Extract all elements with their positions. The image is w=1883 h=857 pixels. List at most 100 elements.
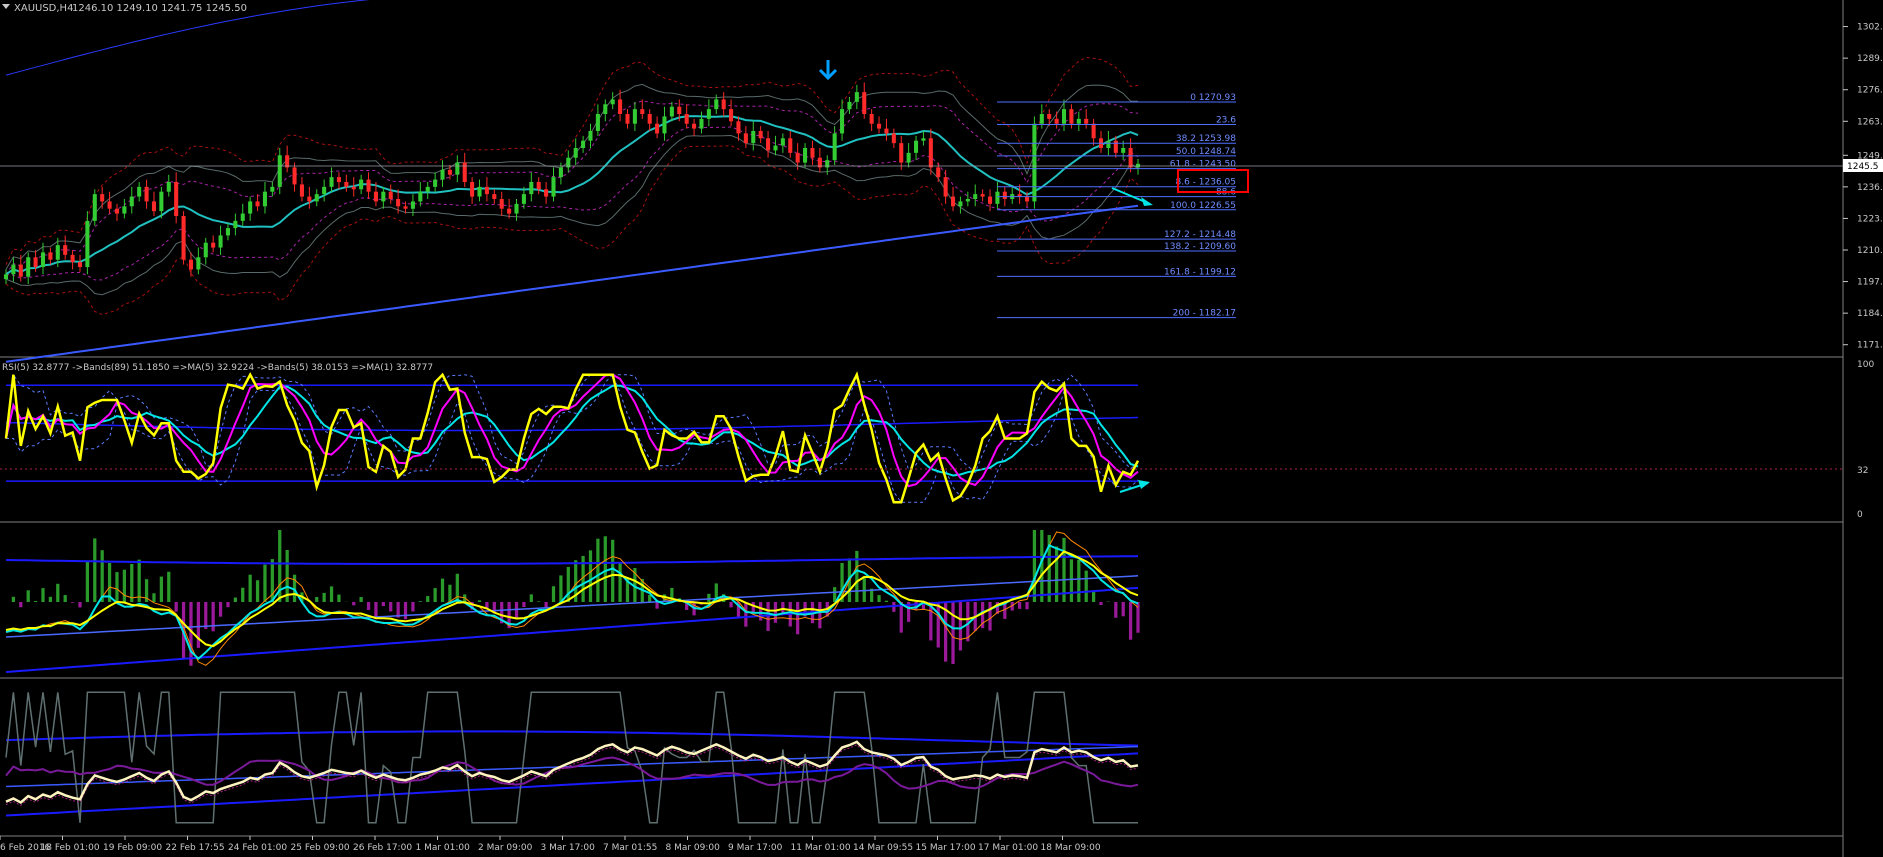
candles [3, 82, 1141, 284]
candle-body [773, 145, 778, 151]
candle-body [588, 131, 593, 141]
candle-body [995, 191, 1000, 204]
candle-body [640, 109, 645, 114]
candle-body [817, 157, 822, 168]
band-lower-outer [5, 145, 1139, 316]
candle-body [625, 114, 630, 124]
candle-body [3, 274, 9, 280]
candle-body [359, 179, 364, 190]
fib-level-label: 0 1270.93 [1190, 93, 1236, 103]
candle-body [292, 167, 297, 185]
rsi-panel: RSI(5) 32.8777 ->Bands(89) 51.1850 =>MA(… [0, 360, 1874, 520]
candle-body [1106, 140, 1111, 148]
candle-body [758, 131, 763, 139]
fib-level-label: 8.6 - 1236.05 [1176, 178, 1237, 188]
candle-body [277, 155, 282, 187]
candle-body [477, 186, 482, 197]
candle-body [70, 254, 75, 263]
candle-body [159, 191, 164, 212]
oscillator-band-upper [5, 730, 1139, 747]
candle-body [307, 196, 312, 202]
candle-body [1054, 118, 1059, 124]
candle-body [425, 186, 430, 192]
candle-body [558, 167, 563, 178]
candle-body [314, 194, 319, 202]
candle-body [322, 186, 327, 195]
candle-body [100, 194, 105, 202]
trend-arrow-icon [1111, 187, 1153, 206]
candle-body [129, 196, 134, 207]
candle-body [418, 191, 423, 202]
candle-body [714, 99, 719, 110]
candle-body [144, 186, 149, 202]
candle-body [107, 201, 112, 209]
rsi-band-top [5, 373, 1139, 474]
time-tick-label: 18 Mar 09:00 [1041, 843, 1101, 853]
candle-body [188, 259, 194, 270]
candle-body [181, 216, 186, 260]
band-upper-inner [5, 100, 1139, 275]
candle-body [203, 242, 208, 258]
candle-body [840, 109, 845, 134]
candle-body [122, 206, 127, 214]
price-tick-label: 1289. [1857, 54, 1883, 64]
fib-level-label: 161.8 - 1199.12 [1164, 267, 1236, 277]
candle-body [632, 109, 637, 124]
price-tick-label: 1223. [1857, 214, 1883, 224]
candle-body [388, 191, 393, 199]
rsi-ma [5, 373, 1139, 488]
candle-body [166, 182, 171, 192]
candle-body [285, 155, 290, 168]
rsi-tick-0: 0 [1857, 510, 1863, 520]
candle-body [603, 104, 608, 114]
candle-body [810, 148, 815, 158]
candle-body [403, 206, 408, 209]
candle-body [936, 167, 941, 178]
candle-body [662, 116, 667, 134]
candle-body [692, 123, 697, 129]
candle-body [950, 196, 956, 207]
histogram-trend [5, 575, 1139, 638]
candle-body [196, 257, 201, 270]
rsi-bands-mid [5, 384, 1139, 477]
time-tick-label: 26 Feb 17:00 [353, 843, 412, 853]
current-price-box [1843, 159, 1883, 172]
time-tick-label: 15 Mar 17:00 [916, 843, 976, 853]
price-tick-label: 1197. [1857, 278, 1883, 288]
candle-body [581, 140, 586, 148]
candle-body [1069, 109, 1074, 124]
down-arrow-icon [818, 60, 838, 81]
candle-body [869, 114, 874, 124]
candle-body [499, 199, 504, 209]
candle-body [492, 194, 497, 199]
candle-body [862, 92, 867, 114]
bollinger-bands [5, 0, 1139, 363]
candle-body [551, 177, 556, 197]
candle-body [1076, 118, 1081, 124]
candle-body [270, 186, 275, 192]
candle-body [11, 264, 16, 275]
candle-body [77, 262, 83, 267]
price-tick-label: 1276. [1857, 86, 1883, 96]
candle-body [470, 182, 475, 197]
candle-body [218, 235, 223, 248]
band-lower-inner [5, 126, 1139, 281]
candle-body [788, 138, 793, 153]
histogram-fast [5, 543, 1139, 661]
fib-level-label: 61.8 - 1243.50 [1170, 160, 1236, 170]
candle-body [973, 194, 978, 199]
candle-body [507, 208, 512, 214]
candle-body [248, 201, 253, 214]
candle-body [595, 114, 600, 131]
candle-body [114, 208, 120, 214]
candle-body [729, 109, 734, 122]
oscillator-raw [5, 691, 1138, 824]
collapse-icon[interactable] [2, 4, 10, 9]
oscillator-panel [5, 691, 1139, 824]
candle-body [262, 191, 267, 207]
rsi-lines [4, 371, 1140, 504]
candle-body [137, 186, 142, 197]
